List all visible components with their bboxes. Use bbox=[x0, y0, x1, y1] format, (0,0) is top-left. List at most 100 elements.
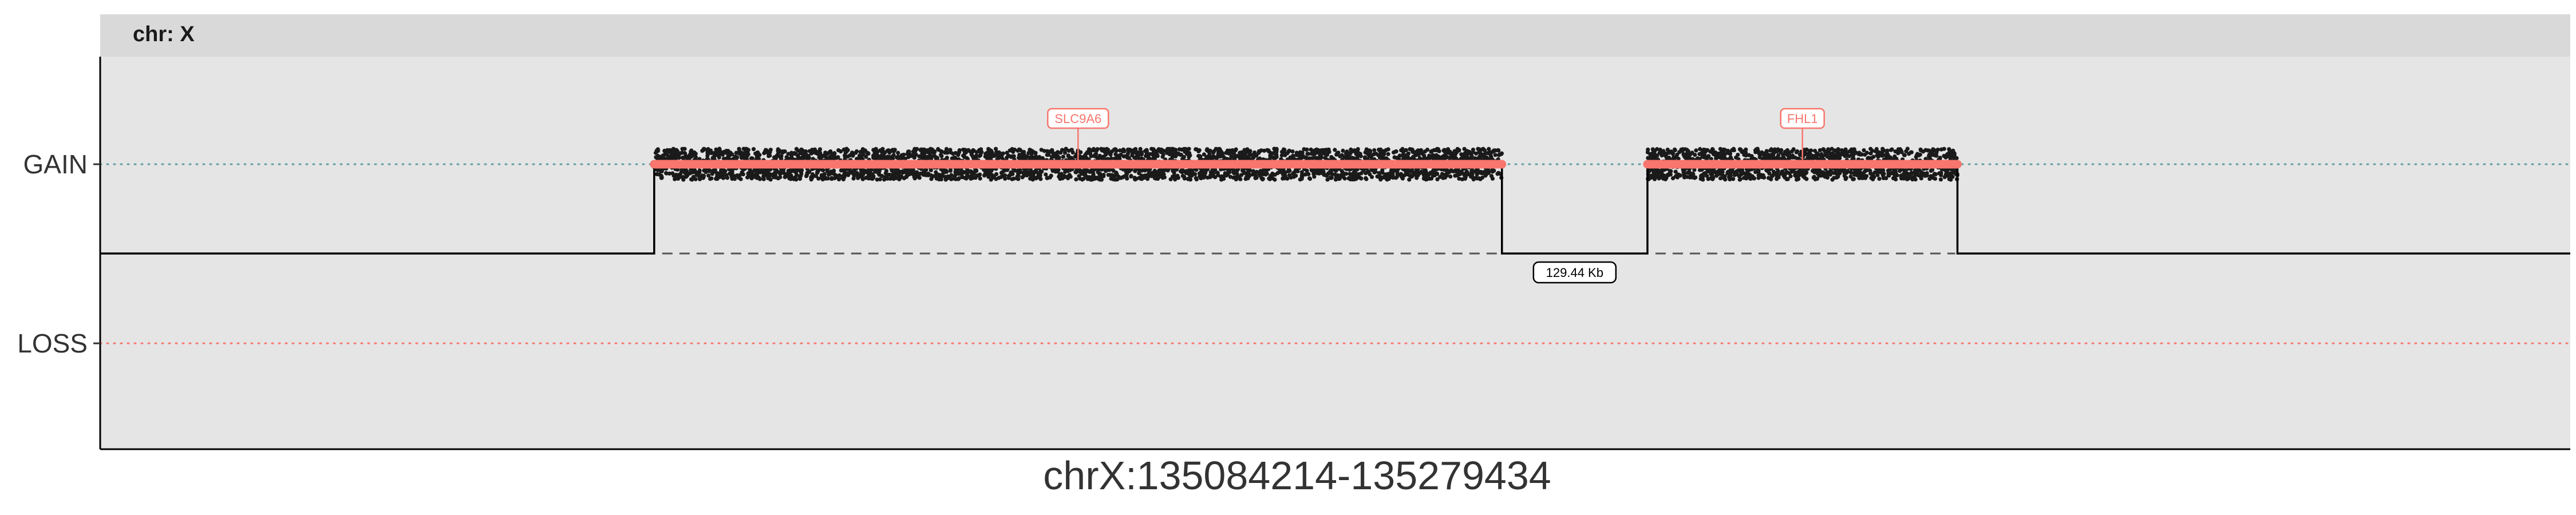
data-point bbox=[1770, 173, 1775, 178]
data-point bbox=[964, 176, 969, 181]
data-point bbox=[832, 151, 837, 156]
data-point bbox=[922, 147, 926, 152]
data-point bbox=[859, 172, 864, 177]
data-point bbox=[1469, 156, 1473, 160]
data-point bbox=[1334, 168, 1338, 173]
data-point bbox=[829, 176, 834, 180]
data-point bbox=[1692, 168, 1697, 172]
data-point bbox=[1851, 177, 1856, 181]
data-point bbox=[666, 153, 670, 159]
data-point bbox=[1473, 156, 1477, 161]
data-point bbox=[1731, 177, 1736, 181]
data-point bbox=[1425, 148, 1430, 152]
data-point bbox=[706, 173, 711, 178]
data-point bbox=[665, 150, 669, 155]
data-point bbox=[1334, 175, 1338, 180]
data-point bbox=[1842, 173, 1847, 178]
data-point bbox=[1215, 155, 1219, 160]
gap-labels: 129.44 Kb bbox=[1532, 261, 1617, 284]
data-point bbox=[1652, 151, 1657, 156]
data-point bbox=[1211, 150, 1215, 155]
data-point bbox=[1267, 176, 1271, 181]
data-point bbox=[1902, 153, 1906, 157]
data-point bbox=[1358, 154, 1363, 159]
data-point bbox=[1066, 153, 1070, 158]
data-point bbox=[1034, 176, 1038, 181]
data-point bbox=[1231, 151, 1236, 156]
data-point bbox=[1261, 172, 1265, 177]
data-point bbox=[1006, 153, 1010, 159]
data-point bbox=[795, 146, 799, 151]
data-point bbox=[1884, 155, 1888, 160]
data-point bbox=[1809, 148, 1814, 153]
data-point bbox=[1888, 155, 1893, 160]
data-point bbox=[1290, 156, 1295, 161]
data-point bbox=[1340, 172, 1345, 177]
data-point bbox=[1314, 168, 1318, 172]
data-point bbox=[1909, 150, 1914, 154]
data-point bbox=[790, 176, 795, 180]
data-point bbox=[1021, 171, 1026, 175]
data-point bbox=[1807, 154, 1811, 159]
data-point bbox=[1178, 153, 1183, 157]
data-point bbox=[961, 153, 966, 158]
data-point bbox=[1895, 150, 1900, 154]
data-point bbox=[861, 152, 866, 157]
data-point bbox=[1086, 147, 1092, 152]
data-point bbox=[1755, 149, 1759, 153]
data-point bbox=[1223, 171, 1227, 176]
data-point bbox=[1337, 176, 1342, 181]
data-point bbox=[822, 172, 827, 176]
data-point bbox=[1877, 176, 1882, 181]
data-point bbox=[984, 172, 989, 176]
data-point bbox=[690, 177, 694, 182]
data-point bbox=[832, 172, 836, 176]
data-point bbox=[1446, 150, 1451, 155]
data-point bbox=[836, 148, 841, 153]
data-point bbox=[1735, 171, 1739, 176]
data-point bbox=[1747, 153, 1751, 157]
data-point bbox=[1646, 147, 1650, 152]
data-point bbox=[844, 148, 849, 152]
data-point bbox=[1685, 175, 1689, 179]
data-point bbox=[1297, 154, 1302, 159]
data-point bbox=[1097, 172, 1103, 176]
data-point bbox=[840, 174, 845, 179]
data-point bbox=[1464, 153, 1468, 158]
data-point bbox=[813, 148, 817, 153]
data-point bbox=[1299, 170, 1304, 175]
data-point bbox=[1848, 170, 1853, 175]
data-point bbox=[1663, 151, 1668, 156]
data-point bbox=[792, 150, 797, 156]
data-point bbox=[1717, 169, 1722, 173]
data-point bbox=[1139, 173, 1144, 178]
data-point bbox=[1898, 147, 1902, 152]
data-point bbox=[1407, 177, 1412, 182]
data-point bbox=[1702, 172, 1706, 176]
data-point bbox=[1120, 175, 1125, 180]
data-point bbox=[1834, 175, 1839, 180]
data-point bbox=[1003, 176, 1008, 181]
data-point bbox=[1872, 175, 1876, 179]
data-point bbox=[1087, 175, 1092, 180]
data-point bbox=[1918, 148, 1923, 153]
data-point bbox=[1948, 156, 1953, 160]
data-point bbox=[1389, 173, 1394, 178]
gap-label: 129.44 Kb bbox=[1546, 266, 1603, 280]
data-point bbox=[1448, 174, 1453, 179]
data-point bbox=[1862, 148, 1866, 153]
data-point bbox=[1145, 152, 1149, 157]
data-point bbox=[1810, 153, 1815, 158]
data-point bbox=[848, 153, 852, 157]
data-point bbox=[1213, 168, 1218, 172]
data-point bbox=[979, 147, 983, 152]
data-point bbox=[1091, 171, 1095, 175]
data-point bbox=[1208, 148, 1212, 153]
data-point bbox=[1460, 154, 1465, 159]
data-point bbox=[890, 168, 894, 173]
data-point bbox=[1092, 175, 1097, 180]
data-point bbox=[1219, 175, 1223, 179]
data-point bbox=[1165, 150, 1170, 155]
data-point bbox=[1438, 175, 1443, 179]
data-point bbox=[1822, 147, 1826, 152]
